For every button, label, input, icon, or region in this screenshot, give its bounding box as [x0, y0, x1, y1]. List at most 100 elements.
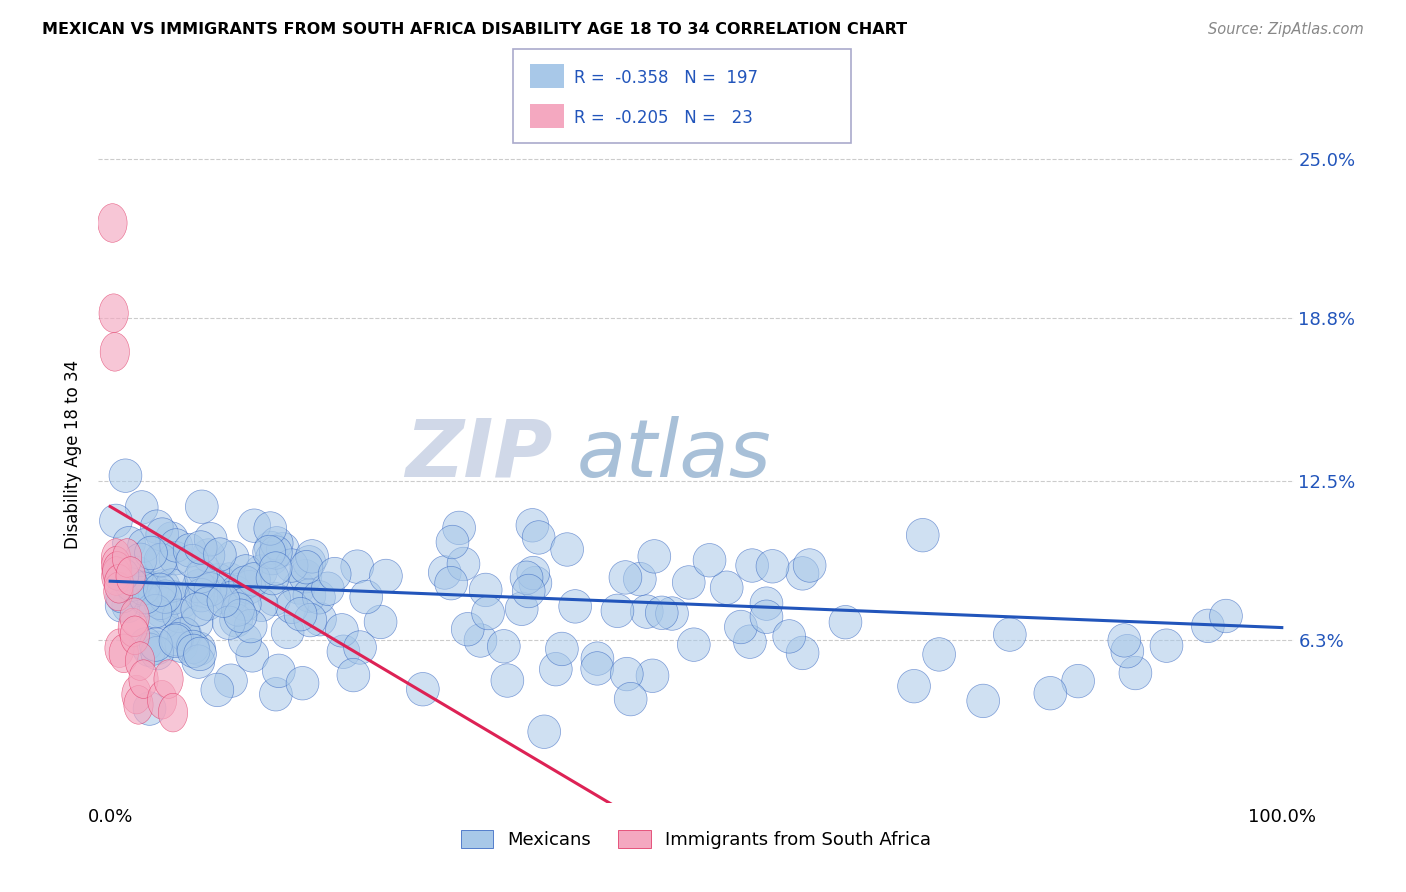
Ellipse shape — [142, 631, 174, 665]
Ellipse shape — [118, 608, 148, 647]
Ellipse shape — [141, 510, 173, 543]
Ellipse shape — [436, 525, 468, 558]
Ellipse shape — [134, 633, 166, 666]
Ellipse shape — [176, 544, 208, 578]
Ellipse shape — [104, 565, 134, 603]
Ellipse shape — [105, 629, 134, 667]
Ellipse shape — [238, 509, 270, 542]
Ellipse shape — [146, 544, 179, 577]
Ellipse shape — [149, 580, 181, 614]
Ellipse shape — [245, 555, 277, 589]
Ellipse shape — [519, 566, 551, 599]
Ellipse shape — [125, 641, 155, 681]
Ellipse shape — [215, 664, 247, 698]
Ellipse shape — [160, 529, 193, 562]
Ellipse shape — [259, 552, 292, 585]
Ellipse shape — [186, 490, 218, 524]
Ellipse shape — [228, 587, 262, 621]
Ellipse shape — [994, 618, 1026, 651]
Text: atlas: atlas — [576, 416, 772, 494]
Ellipse shape — [184, 531, 217, 565]
Ellipse shape — [148, 570, 180, 603]
Ellipse shape — [284, 598, 316, 631]
Ellipse shape — [169, 618, 201, 652]
Ellipse shape — [522, 521, 555, 554]
Ellipse shape — [127, 566, 159, 600]
Ellipse shape — [100, 504, 132, 538]
Ellipse shape — [245, 588, 278, 622]
Ellipse shape — [187, 553, 219, 587]
Ellipse shape — [447, 547, 479, 581]
Ellipse shape — [204, 538, 236, 571]
Ellipse shape — [464, 624, 496, 657]
Ellipse shape — [134, 692, 166, 725]
Ellipse shape — [120, 616, 149, 655]
Ellipse shape — [148, 589, 180, 622]
Ellipse shape — [124, 686, 153, 724]
Ellipse shape — [434, 566, 468, 600]
Ellipse shape — [546, 632, 578, 665]
Ellipse shape — [260, 678, 292, 711]
Ellipse shape — [907, 518, 939, 552]
Ellipse shape — [110, 458, 142, 492]
Ellipse shape — [510, 561, 543, 594]
Ellipse shape — [350, 581, 382, 614]
Ellipse shape — [623, 562, 657, 596]
Ellipse shape — [104, 572, 134, 611]
Ellipse shape — [256, 541, 288, 574]
Ellipse shape — [325, 614, 359, 647]
Ellipse shape — [173, 533, 207, 567]
Ellipse shape — [146, 517, 179, 551]
Ellipse shape — [136, 571, 169, 605]
Ellipse shape — [551, 533, 583, 566]
Ellipse shape — [318, 558, 352, 591]
Ellipse shape — [337, 658, 370, 692]
Ellipse shape — [328, 635, 360, 668]
Ellipse shape — [672, 566, 706, 599]
Ellipse shape — [112, 589, 145, 623]
Ellipse shape — [186, 578, 218, 612]
Ellipse shape — [260, 526, 292, 560]
Ellipse shape — [194, 573, 226, 607]
Ellipse shape — [159, 624, 191, 657]
Ellipse shape — [212, 606, 245, 640]
Ellipse shape — [294, 603, 326, 637]
Ellipse shape — [100, 333, 129, 371]
Ellipse shape — [131, 583, 163, 617]
Ellipse shape — [98, 293, 128, 333]
Ellipse shape — [793, 549, 827, 582]
Ellipse shape — [101, 547, 131, 585]
Ellipse shape — [443, 511, 475, 545]
Ellipse shape — [128, 529, 160, 562]
Ellipse shape — [165, 585, 198, 619]
Ellipse shape — [148, 681, 177, 719]
Ellipse shape — [527, 715, 561, 748]
Ellipse shape — [263, 654, 295, 688]
Ellipse shape — [491, 664, 524, 698]
Ellipse shape — [505, 592, 538, 625]
Ellipse shape — [167, 617, 201, 651]
Ellipse shape — [115, 568, 148, 601]
Ellipse shape — [271, 615, 304, 648]
Ellipse shape — [118, 563, 150, 596]
Ellipse shape — [630, 595, 664, 628]
Y-axis label: Disability Age 18 to 34: Disability Age 18 to 34 — [65, 360, 83, 549]
Text: R =  -0.358   N =  197: R = -0.358 N = 197 — [574, 69, 758, 87]
Ellipse shape — [176, 631, 209, 664]
Ellipse shape — [212, 563, 246, 596]
Legend: Mexicans, Immigrants from South Africa: Mexicans, Immigrants from South Africa — [453, 822, 939, 856]
Ellipse shape — [222, 592, 254, 626]
Ellipse shape — [159, 693, 187, 732]
Ellipse shape — [207, 584, 240, 617]
Ellipse shape — [188, 574, 221, 608]
Ellipse shape — [488, 630, 520, 663]
Ellipse shape — [229, 555, 262, 588]
Ellipse shape — [181, 645, 215, 678]
Ellipse shape — [184, 559, 218, 593]
Ellipse shape — [471, 596, 505, 630]
Ellipse shape — [257, 582, 291, 615]
Ellipse shape — [183, 569, 215, 603]
Ellipse shape — [117, 557, 145, 595]
Ellipse shape — [184, 637, 217, 671]
Ellipse shape — [1209, 599, 1243, 632]
